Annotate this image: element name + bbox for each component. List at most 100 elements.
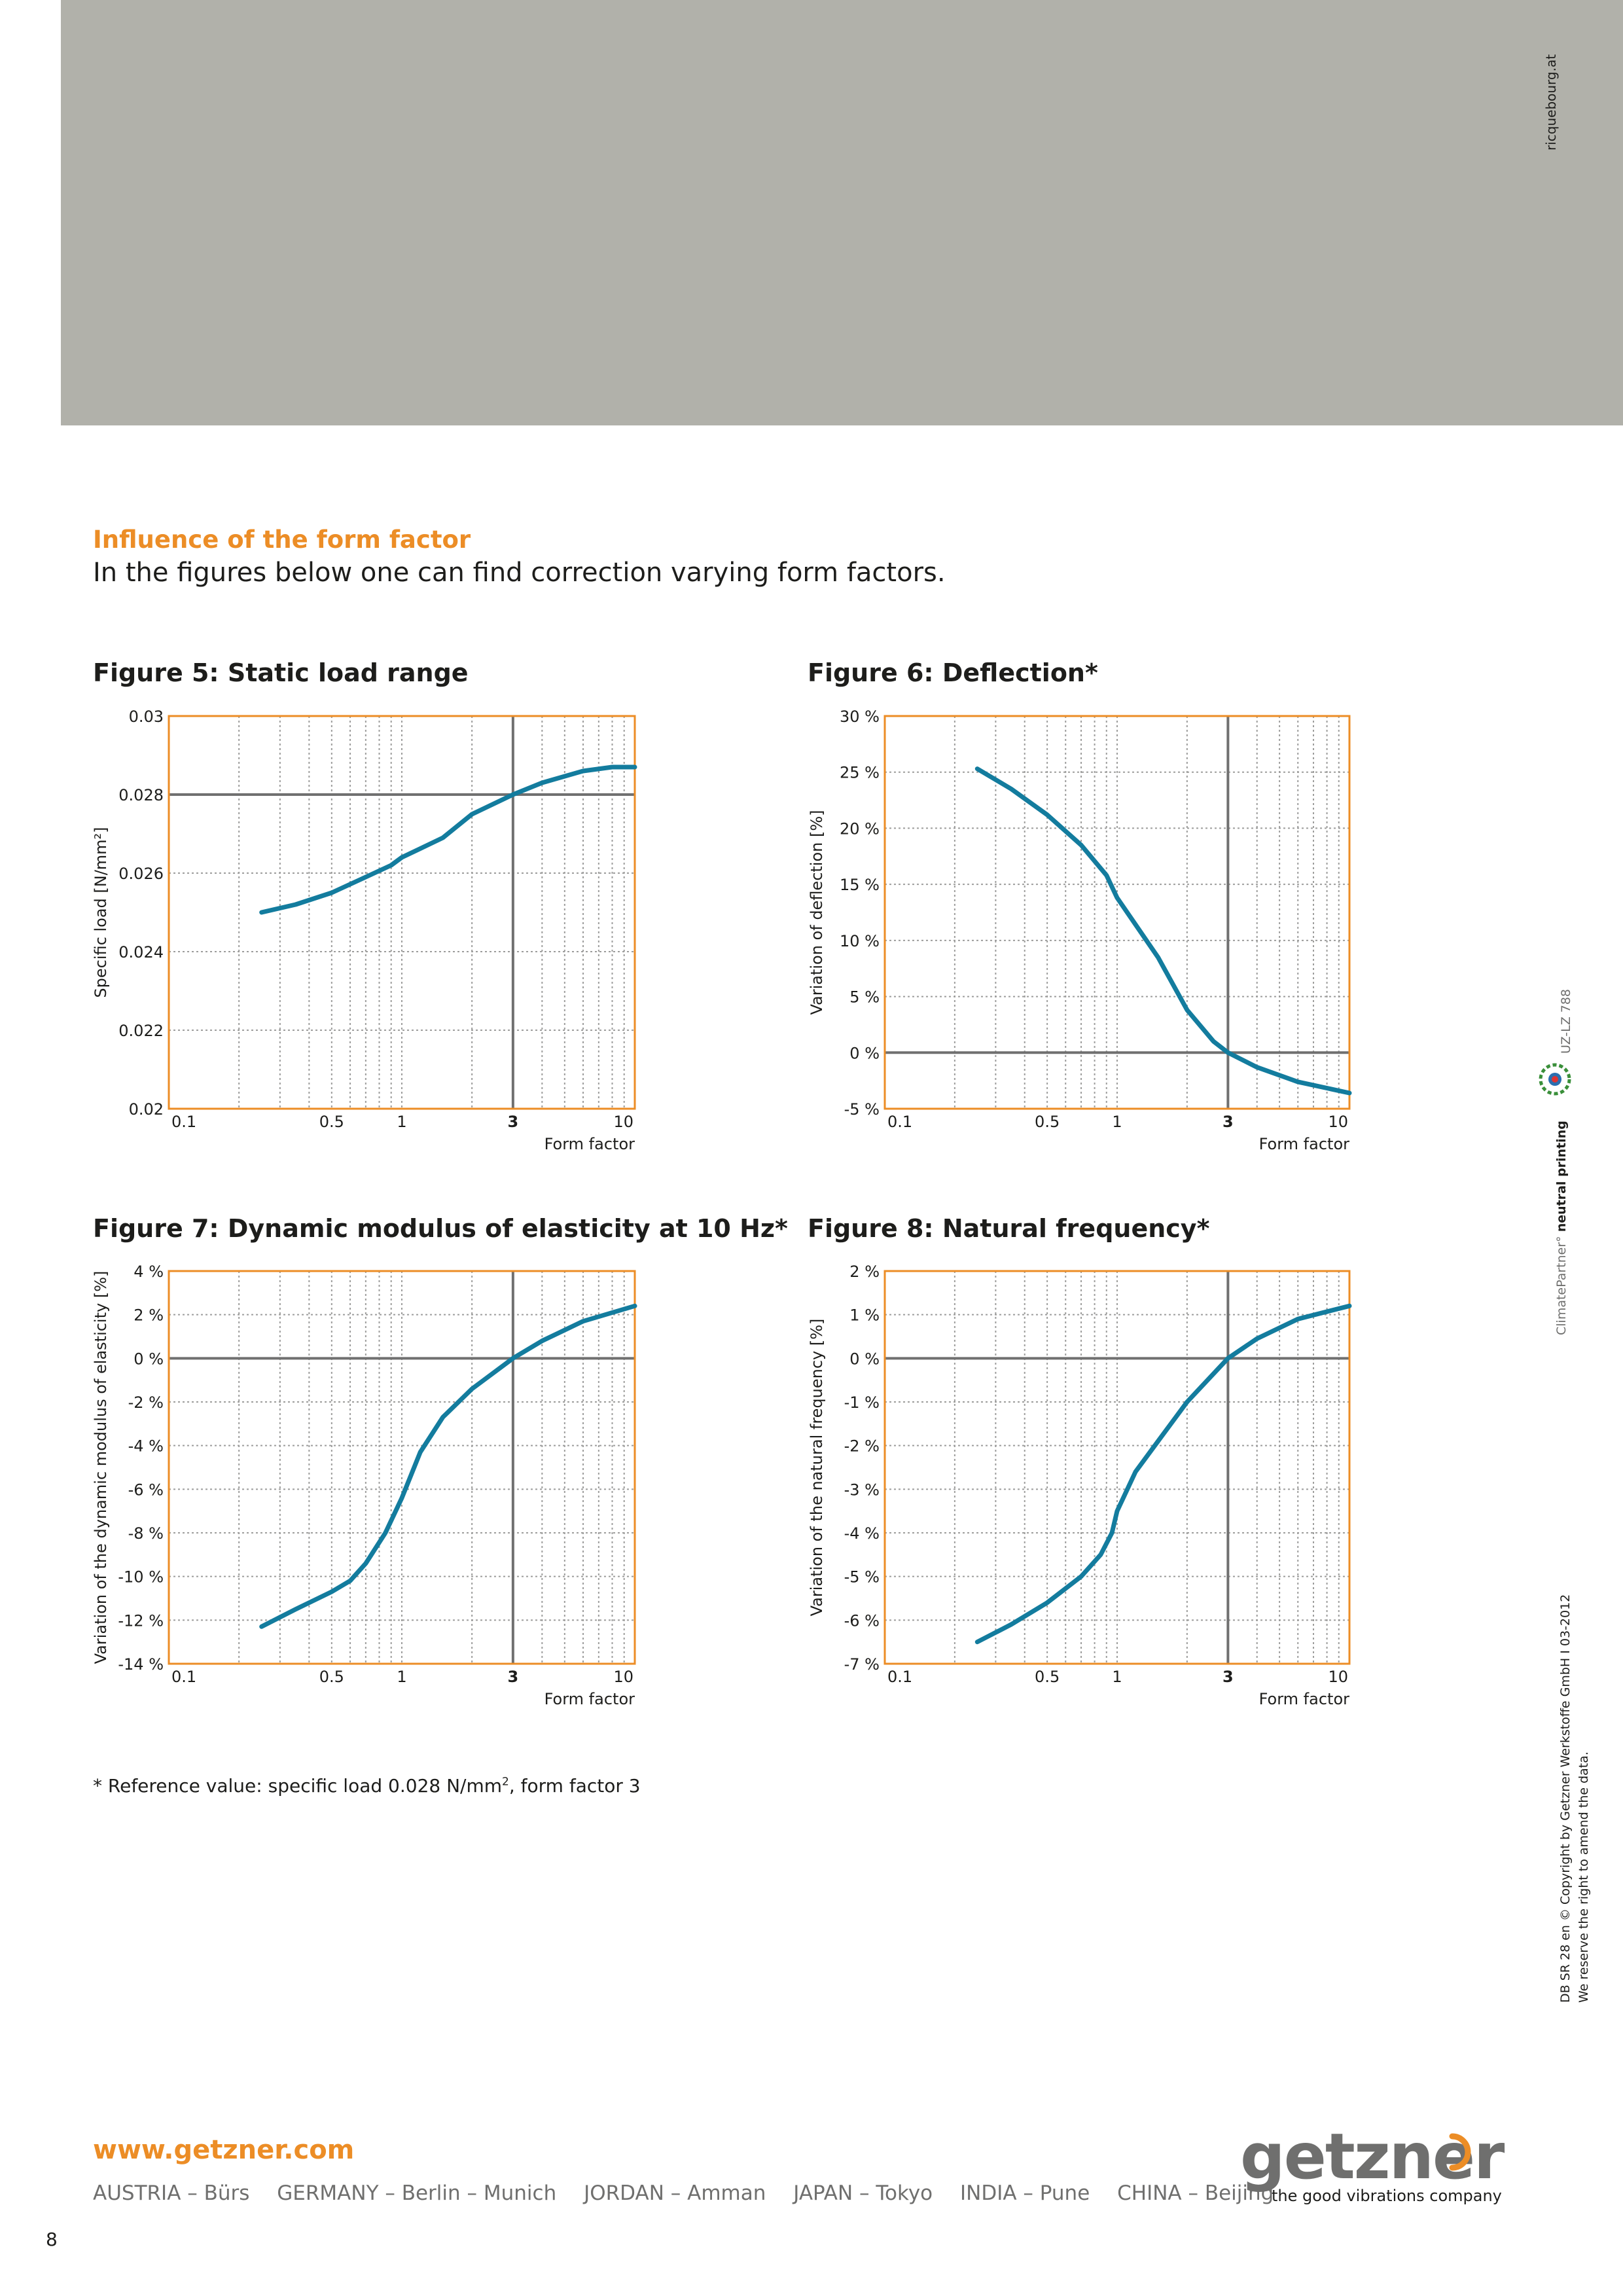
figure-5-x-tick-label: 1 (397, 1113, 406, 1131)
figure-5-y-tick-label: 0.03 (129, 708, 164, 726)
location-item: INDIA – Pune (960, 2181, 1090, 2205)
eco-label-code: UZ-LZ 788 (1559, 988, 1573, 1054)
figure-5-y-tick-label: 0.024 (118, 943, 164, 961)
figure-8-y-tick-label: -1 % (844, 1393, 880, 1412)
figure-7-y-tick-label: -10 % (118, 1568, 164, 1587)
figure-5-x-axis-label: Form factor (544, 1135, 635, 1153)
disclaimer-line: We reserve the right to amend the data. (1577, 1751, 1591, 2003)
locations-list: AUSTRIA – Bürs GERMANY – Berlin – Munich… (93, 2181, 1294, 2205)
figure-6-y-tick-label: 5 % (849, 988, 880, 1007)
footnote-superscript: 2 (502, 1775, 509, 1789)
figure-5-y-tick-label: 0.028 (118, 786, 164, 804)
figure-7-y-tick-label: -8 % (128, 1524, 164, 1543)
figure-6-x-axis-label: Form factor (1259, 1135, 1350, 1153)
figure-8-y-tick-label: 2 % (849, 1263, 880, 1281)
copyright-line: DB SR 28 en © Copyright by Getzner Werks… (1558, 1594, 1573, 2003)
footnote-text: * Reference value: specific load 0.028 N… (93, 1775, 503, 1797)
figure-8-y-tick-label: -7 % (844, 1655, 880, 1674)
eco-label-icon (1539, 1063, 1571, 1096)
figure-5-x-tick-label: 3 (508, 1113, 519, 1131)
figure-7-y-tick-label: -4 % (128, 1437, 164, 1456)
figure-6-title: Figure 6: Deflection* (808, 658, 1098, 687)
figure-5-x-tick-label: 0.5 (319, 1113, 344, 1131)
figure-6-x-tick-label: 10 (1328, 1113, 1348, 1131)
figure-7-y-tick-label: 2 % (134, 1306, 164, 1325)
figure-5-y-tick-label: 0.026 (118, 865, 164, 883)
figure-8-y-tick-label: 0 % (849, 1350, 880, 1368)
getzner-logo: getzner the good vibrations company (1240, 2120, 1505, 2212)
figure-6-y-tick-label: 20 % (840, 819, 880, 838)
figure-7-x-tick-label: 0.1 (171, 1668, 196, 1686)
location-item: CHINA – Beijing (1117, 2181, 1274, 2205)
figure-8-x-axis-label: Form factor (1259, 1690, 1350, 1708)
figure-5-frame (168, 715, 636, 1110)
figure-6-frame (883, 715, 1351, 1110)
figure-7-x-axis-label: Form factor (544, 1690, 635, 1708)
figure-6-y-tick-label: 15 % (840, 876, 880, 894)
figure-6-y-tick-label: 10 % (840, 932, 880, 950)
figure-8-x-tick-label: 0.5 (1035, 1668, 1060, 1686)
climate-partner-text: ClimatePartner° (1554, 1236, 1569, 1335)
location-item: AUSTRIA – Bürs (93, 2181, 250, 2205)
figure-5-y-tick-label: 0.02 (129, 1100, 164, 1119)
figure-7-x-tick-label: 1 (397, 1668, 406, 1686)
figure-6-x-tick-label: 1 (1112, 1113, 1122, 1131)
figure-6-y-tick-label: 30 % (840, 708, 880, 726)
reference-footnote: * Reference value: specific load 0.028 N… (93, 1775, 641, 1797)
figure-6-y-tick-label: -5 % (844, 1100, 880, 1119)
figure-7-y-tick-label: 4 % (134, 1263, 164, 1281)
figure-7-y-tick-label: -6 % (128, 1480, 164, 1499)
logo-tagline: the good vibrations company (1272, 2187, 1502, 2205)
figure-8-y-tick-label: -2 % (844, 1437, 880, 1456)
page-number: 8 (46, 2229, 58, 2250)
figure-8-y-tick-label: -4 % (844, 1524, 880, 1543)
location-item: JAPAN – Tokyo (793, 2181, 933, 2205)
figure-8-x-tick-label: 0.1 (887, 1668, 912, 1686)
figure-7-x-tick-label: 10 (613, 1668, 633, 1686)
figure-7-y-tick-label: -12 % (118, 1611, 164, 1630)
figure-8-y-tick-label: -5 % (844, 1568, 880, 1587)
footnote-suffix: , form factor 3 (508, 1775, 641, 1797)
figure-7-y-tick-label: 0 % (134, 1350, 164, 1368)
figure-7-x-tick-label: 3 (508, 1668, 519, 1686)
side-copyright: DB SR 28 en © Copyright by Getzner Werks… (1556, 1414, 1593, 2003)
location-item: GERMANY – Berlin – Munich (277, 2181, 557, 2205)
figure-7-series-line (259, 1303, 637, 1629)
figure-7-y-tick-label: -2 % (128, 1393, 164, 1412)
figure-8-x-tick-label: 3 (1222, 1668, 1234, 1686)
website-link[interactable]: www.getzner.com (93, 2135, 355, 2165)
section-intro: In the figures below one can find correc… (93, 558, 946, 588)
location-item: JORDAN – Amman (584, 2181, 766, 2205)
figure-5-title: Figure 5: Static load range (93, 658, 469, 687)
figure-6-y-tick-label: 0 % (849, 1044, 880, 1062)
figure-5-y-tick-label: 0.022 (118, 1022, 164, 1040)
figure-5-series-line (259, 764, 637, 915)
figure-6-x-tick-label: 3 (1222, 1113, 1234, 1131)
figure-7-title: Figure 7: Dynamic modulus of elasticity … (93, 1214, 788, 1243)
figure-8-x-tick-label: 1 (1112, 1668, 1122, 1686)
figure-8-y-tick-label: 1 % (849, 1306, 880, 1325)
figure-5-x-tick-label: 0.1 (171, 1113, 196, 1131)
figure-8-x-tick-label: 10 (1328, 1668, 1348, 1686)
figure-8-title: Figure 8: Natural frequency* (808, 1214, 1210, 1243)
figure-6-x-tick-label: 0.1 (887, 1113, 912, 1131)
figure-8-series-line (974, 1303, 1352, 1645)
figure-5-y-axis-label: Specific load [N/mm²] (92, 827, 110, 997)
figure-8-y-tick-label: -6 % (844, 1611, 880, 1630)
logo-wordmark: getzner (1240, 2120, 1505, 2193)
section-title: Influence of the form factor (93, 526, 471, 554)
neutral-printing-text: neutral printing (1554, 1121, 1569, 1232)
figure-5-x-tick-label: 10 (613, 1113, 633, 1131)
logo-arc-icon (1449, 2133, 1471, 2171)
figure-7-y-axis-label: Variation of the dynamic modulus of elas… (92, 1271, 110, 1664)
figure-7-x-tick-label: 0.5 (319, 1668, 344, 1686)
figure-6-series-line (974, 766, 1352, 1096)
figure-8-y-tick-label: -3 % (844, 1480, 880, 1499)
figure-6-y-axis-label: Variation of deflection [%] (808, 810, 826, 1014)
figure-6-x-tick-label: 0.5 (1035, 1113, 1060, 1131)
figure-8-frame (883, 1270, 1351, 1665)
figure-7-y-tick-label: -14 % (118, 1655, 164, 1674)
header-image-band (61, 0, 1623, 425)
figure-7-frame (168, 1270, 636, 1665)
